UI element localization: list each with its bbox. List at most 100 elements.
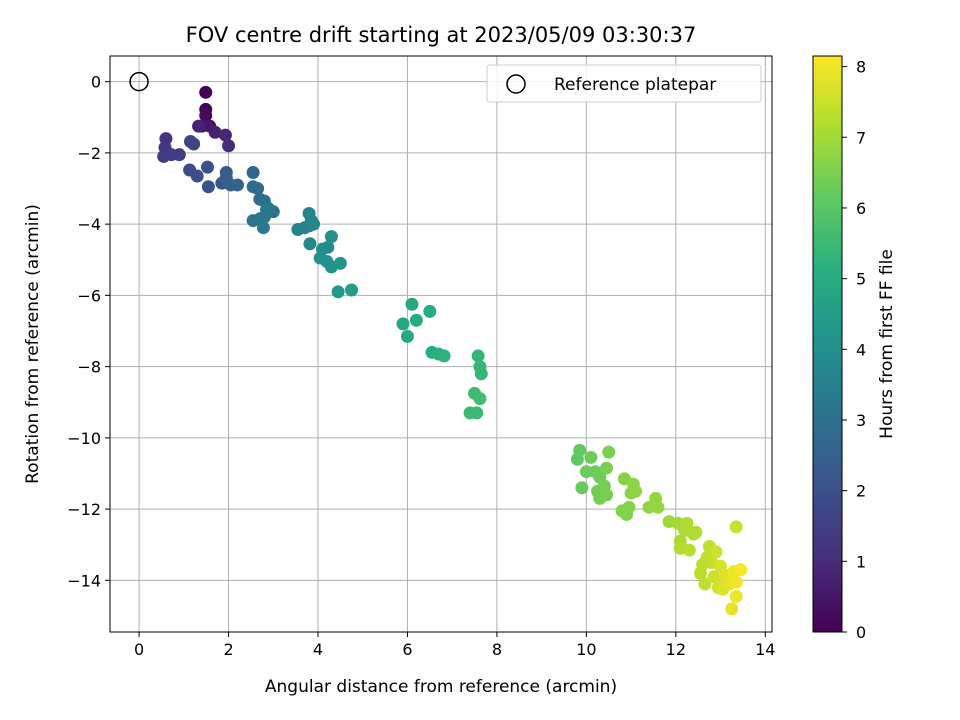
data-point [304,214,318,228]
colorbar-frame [812,55,843,633]
x-tick-label: 2 [223,640,233,659]
data-point [251,182,265,196]
data-point [729,520,743,534]
data-point [680,516,694,530]
data-point [575,481,589,495]
data-point [600,488,613,502]
data-point [303,237,317,251]
colorbar-label: Hours from first FF file [877,249,897,439]
x-axis: 0 2 4 6 8 10 12 14 [134,632,775,659]
y-tick-label: −2 [77,144,101,163]
data-point [470,406,484,420]
data-point [208,125,222,139]
data-point [400,329,414,343]
x-tick-label: 10 [576,640,596,659]
data-point [190,169,204,183]
grid [110,56,772,632]
colorbar-ticks: 0 1 2 3 4 5 6 7 8 [842,58,866,642]
data-point [584,450,598,464]
points-layer [157,85,748,616]
data-point [172,148,186,162]
colorbar-tick-label: 8 [856,58,866,77]
data-point [642,500,656,514]
data-point [707,570,721,584]
data-point [600,461,613,475]
data-point [729,575,743,589]
data-point [734,563,748,577]
data-point [201,160,215,174]
data-point [709,545,723,559]
colorbar-tick-label: 6 [856,199,866,218]
data-point [682,543,696,557]
legend-box [486,64,762,103]
data-point [324,230,338,244]
legend-entry-reference-platepar: Reference platepar [554,75,716,95]
legend: Reference platepar [486,64,762,103]
data-point [321,240,335,254]
x-tick-label: 6 [402,640,412,659]
data-point [260,203,274,217]
data-point [725,602,739,616]
colorbar-tick-label: 2 [856,482,866,501]
y-tick-label: −4 [77,215,101,234]
data-point [201,180,215,194]
data-point [396,317,410,331]
data-point [230,178,244,192]
x-tick-label: 12 [666,640,686,659]
data-point [696,557,710,571]
data-point [333,256,347,270]
data-point [471,349,485,363]
data-point [192,119,206,133]
data-point [698,577,712,591]
y-tick-label: −12 [67,500,101,519]
data-point [187,137,201,151]
y-tick-label: −14 [67,571,101,590]
data-point [629,484,643,498]
plot-frame [109,55,773,633]
data-point [729,589,743,603]
data-point [218,128,232,142]
data-point [222,139,236,153]
y-axis-label: Rotation from reference (arcmin) [23,204,43,484]
data-point [409,313,423,327]
data-point [345,283,359,297]
data-point [256,221,270,235]
data-point [331,285,345,299]
data-point [689,525,703,539]
colorbar-tick-label: 3 [856,411,866,430]
data-point [651,500,665,514]
data-point [474,367,488,381]
data-point [622,500,636,514]
colorbar-tick-label: 4 [856,340,866,359]
colorbar-tick-label: 5 [856,270,866,289]
y-tick-label: −8 [77,358,101,377]
y-axis: 0 −2 −4 −6 −8 −10 −12 −14 [67,73,110,590]
x-tick-label: 0 [134,640,144,659]
colorbar-tick-label: 7 [856,128,866,147]
data-point [199,108,213,122]
y-tick-label: −6 [77,286,101,305]
chart-title: FOV centre drift starting at 2023/05/09 … [186,23,697,47]
colorbar-tick-label: 1 [856,552,866,571]
data-point [199,85,213,99]
data-point [246,165,260,179]
data-point [423,304,437,318]
data-point [579,465,593,479]
data-point [473,392,487,406]
data-point [602,445,616,459]
x-tick-label: 4 [313,640,323,659]
reference-platepar-marker [129,71,149,92]
x-tick-label: 14 [755,640,775,659]
data-point [573,443,587,457]
x-tick-label: 8 [492,640,502,659]
data-point [437,349,451,363]
legend-marker [506,74,526,94]
y-tick-label: −10 [67,429,101,448]
x-axis-label: Angular distance from reference (arcmin) [265,677,617,697]
data-point [405,297,419,311]
colorbar: 0 1 2 3 4 5 6 7 8 Hours from first FF file [812,55,897,642]
colorbar-bar [813,56,842,632]
colorbar-tick-label: 0 [856,623,866,642]
y-tick-label: 0 [91,73,101,92]
